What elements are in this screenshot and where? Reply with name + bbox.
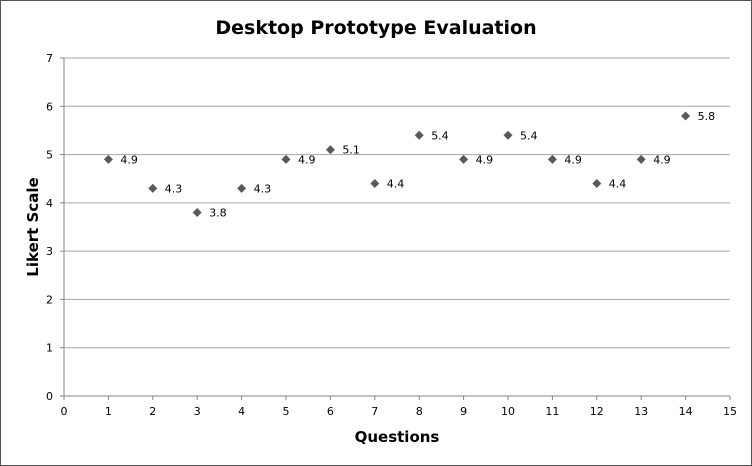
x-tick-label: 12: [590, 405, 604, 418]
x-tick-label: 5: [283, 405, 290, 418]
data-point: [103, 154, 113, 164]
x-tick-label: 4: [238, 405, 245, 418]
data-label: 4.4: [609, 178, 627, 191]
data-points: [103, 111, 691, 218]
data-point: [370, 179, 380, 189]
data-label: 4.9: [564, 153, 582, 166]
data-label: 4.9: [298, 153, 316, 166]
axes: [60, 57, 731, 400]
data-point: [681, 111, 691, 121]
data-point: [237, 183, 247, 193]
data-label: 4.9: [476, 153, 494, 166]
data-point: [414, 130, 424, 140]
x-tick-label: 9: [460, 405, 467, 418]
data-label: 4.9: [653, 153, 671, 166]
y-tick-label: 3: [46, 245, 53, 258]
y-tick-label: 7: [46, 52, 53, 65]
data-point: [148, 183, 158, 193]
data-label: 5.1: [342, 144, 360, 157]
data-label: 4.9: [120, 153, 137, 166]
data-label: 4.3: [254, 182, 272, 195]
y-tick-label: 1: [46, 342, 53, 355]
y-tick-label: 2: [46, 293, 53, 306]
chart-title: Desktop Prototype Evaluation: [215, 17, 536, 39]
data-labels: 4.9 4.3 3.8 4.3 4.9 5.1 4.4 5.4 4.9 5.4 4.9 4.4 4.9 5…: [120, 110, 715, 220]
gridlines: [64, 57, 730, 349]
y-tick-label: 5: [46, 149, 53, 162]
data-label: 4.4: [387, 178, 405, 191]
data-label: 5.8: [698, 110, 716, 123]
x-tick-label: 6: [327, 405, 334, 418]
data-point: [592, 179, 602, 189]
x-tick-label: 0: [61, 405, 68, 418]
data-label: 4.3: [165, 182, 183, 195]
x-tick-label: 8: [416, 405, 423, 418]
x-tick-label: 1: [105, 405, 112, 418]
x-tick-label: 10: [501, 405, 515, 418]
y-axis-title: Likert Scale: [24, 177, 42, 276]
data-label: 5.4: [520, 129, 538, 142]
data-point: [547, 154, 557, 164]
data-label: 5.4: [431, 129, 449, 142]
data-point: [503, 130, 513, 140]
x-tick-label: 14: [679, 405, 693, 418]
data-point: [636, 154, 646, 164]
data-point: [281, 154, 291, 164]
y-tick-label: 0: [46, 390, 53, 403]
x-tick-label: 13: [634, 405, 648, 418]
x-tick-label: 2: [149, 405, 156, 418]
data-label: 3.8: [209, 207, 227, 220]
x-tick-label: 15: [723, 405, 737, 418]
y-tick-label: 4: [46, 197, 53, 210]
data-point: [325, 145, 335, 155]
x-axis-title: Questions: [355, 428, 440, 446]
y-tick-label: 6: [46, 100, 53, 113]
x-tick-label: 3: [194, 405, 201, 418]
x-tick-label: 7: [371, 405, 378, 418]
data-point: [459, 154, 469, 164]
data-point: [192, 208, 202, 218]
x-tick-label: 11: [545, 405, 559, 418]
